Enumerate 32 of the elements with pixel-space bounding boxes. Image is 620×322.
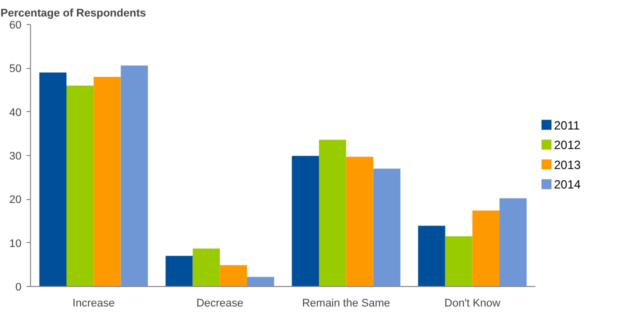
legend-label: 2014 <box>554 178 582 192</box>
bar <box>220 265 248 286</box>
bar <box>120 66 148 286</box>
y-tick-label: 10 <box>9 238 22 250</box>
x-tick-label: Decrease <box>196 298 244 310</box>
bar <box>166 256 193 286</box>
y-tick-label: 60 <box>9 20 22 32</box>
y-tick-label: 50 <box>9 63 22 76</box>
bar <box>500 198 527 286</box>
bar <box>94 76 121 286</box>
bar <box>346 156 374 286</box>
legend-label: 2013 <box>554 158 582 172</box>
y-tick-label: 20 <box>9 194 22 206</box>
x-tick-label: Increase <box>72 298 115 310</box>
y-tick-label: 40 <box>9 106 22 119</box>
bar <box>192 248 220 286</box>
bar <box>418 226 446 286</box>
bar <box>39 72 66 286</box>
bar <box>318 140 346 286</box>
legend-label: 2012 <box>554 138 582 152</box>
y-tick-label: 0 <box>15 282 22 294</box>
y-tick-label: 30 <box>9 150 22 162</box>
bar <box>445 236 472 286</box>
x-tick-label: Remain the Same <box>302 298 390 310</box>
bar <box>292 156 319 286</box>
bar <box>247 276 274 286</box>
bar <box>472 210 500 286</box>
bar <box>66 86 94 286</box>
bar <box>373 168 400 286</box>
chart-title: Percentage of Respondents <box>0 8 146 20</box>
x-tick-label: Don't Know <box>444 298 500 310</box>
legend-label: 2011 <box>554 118 580 132</box>
